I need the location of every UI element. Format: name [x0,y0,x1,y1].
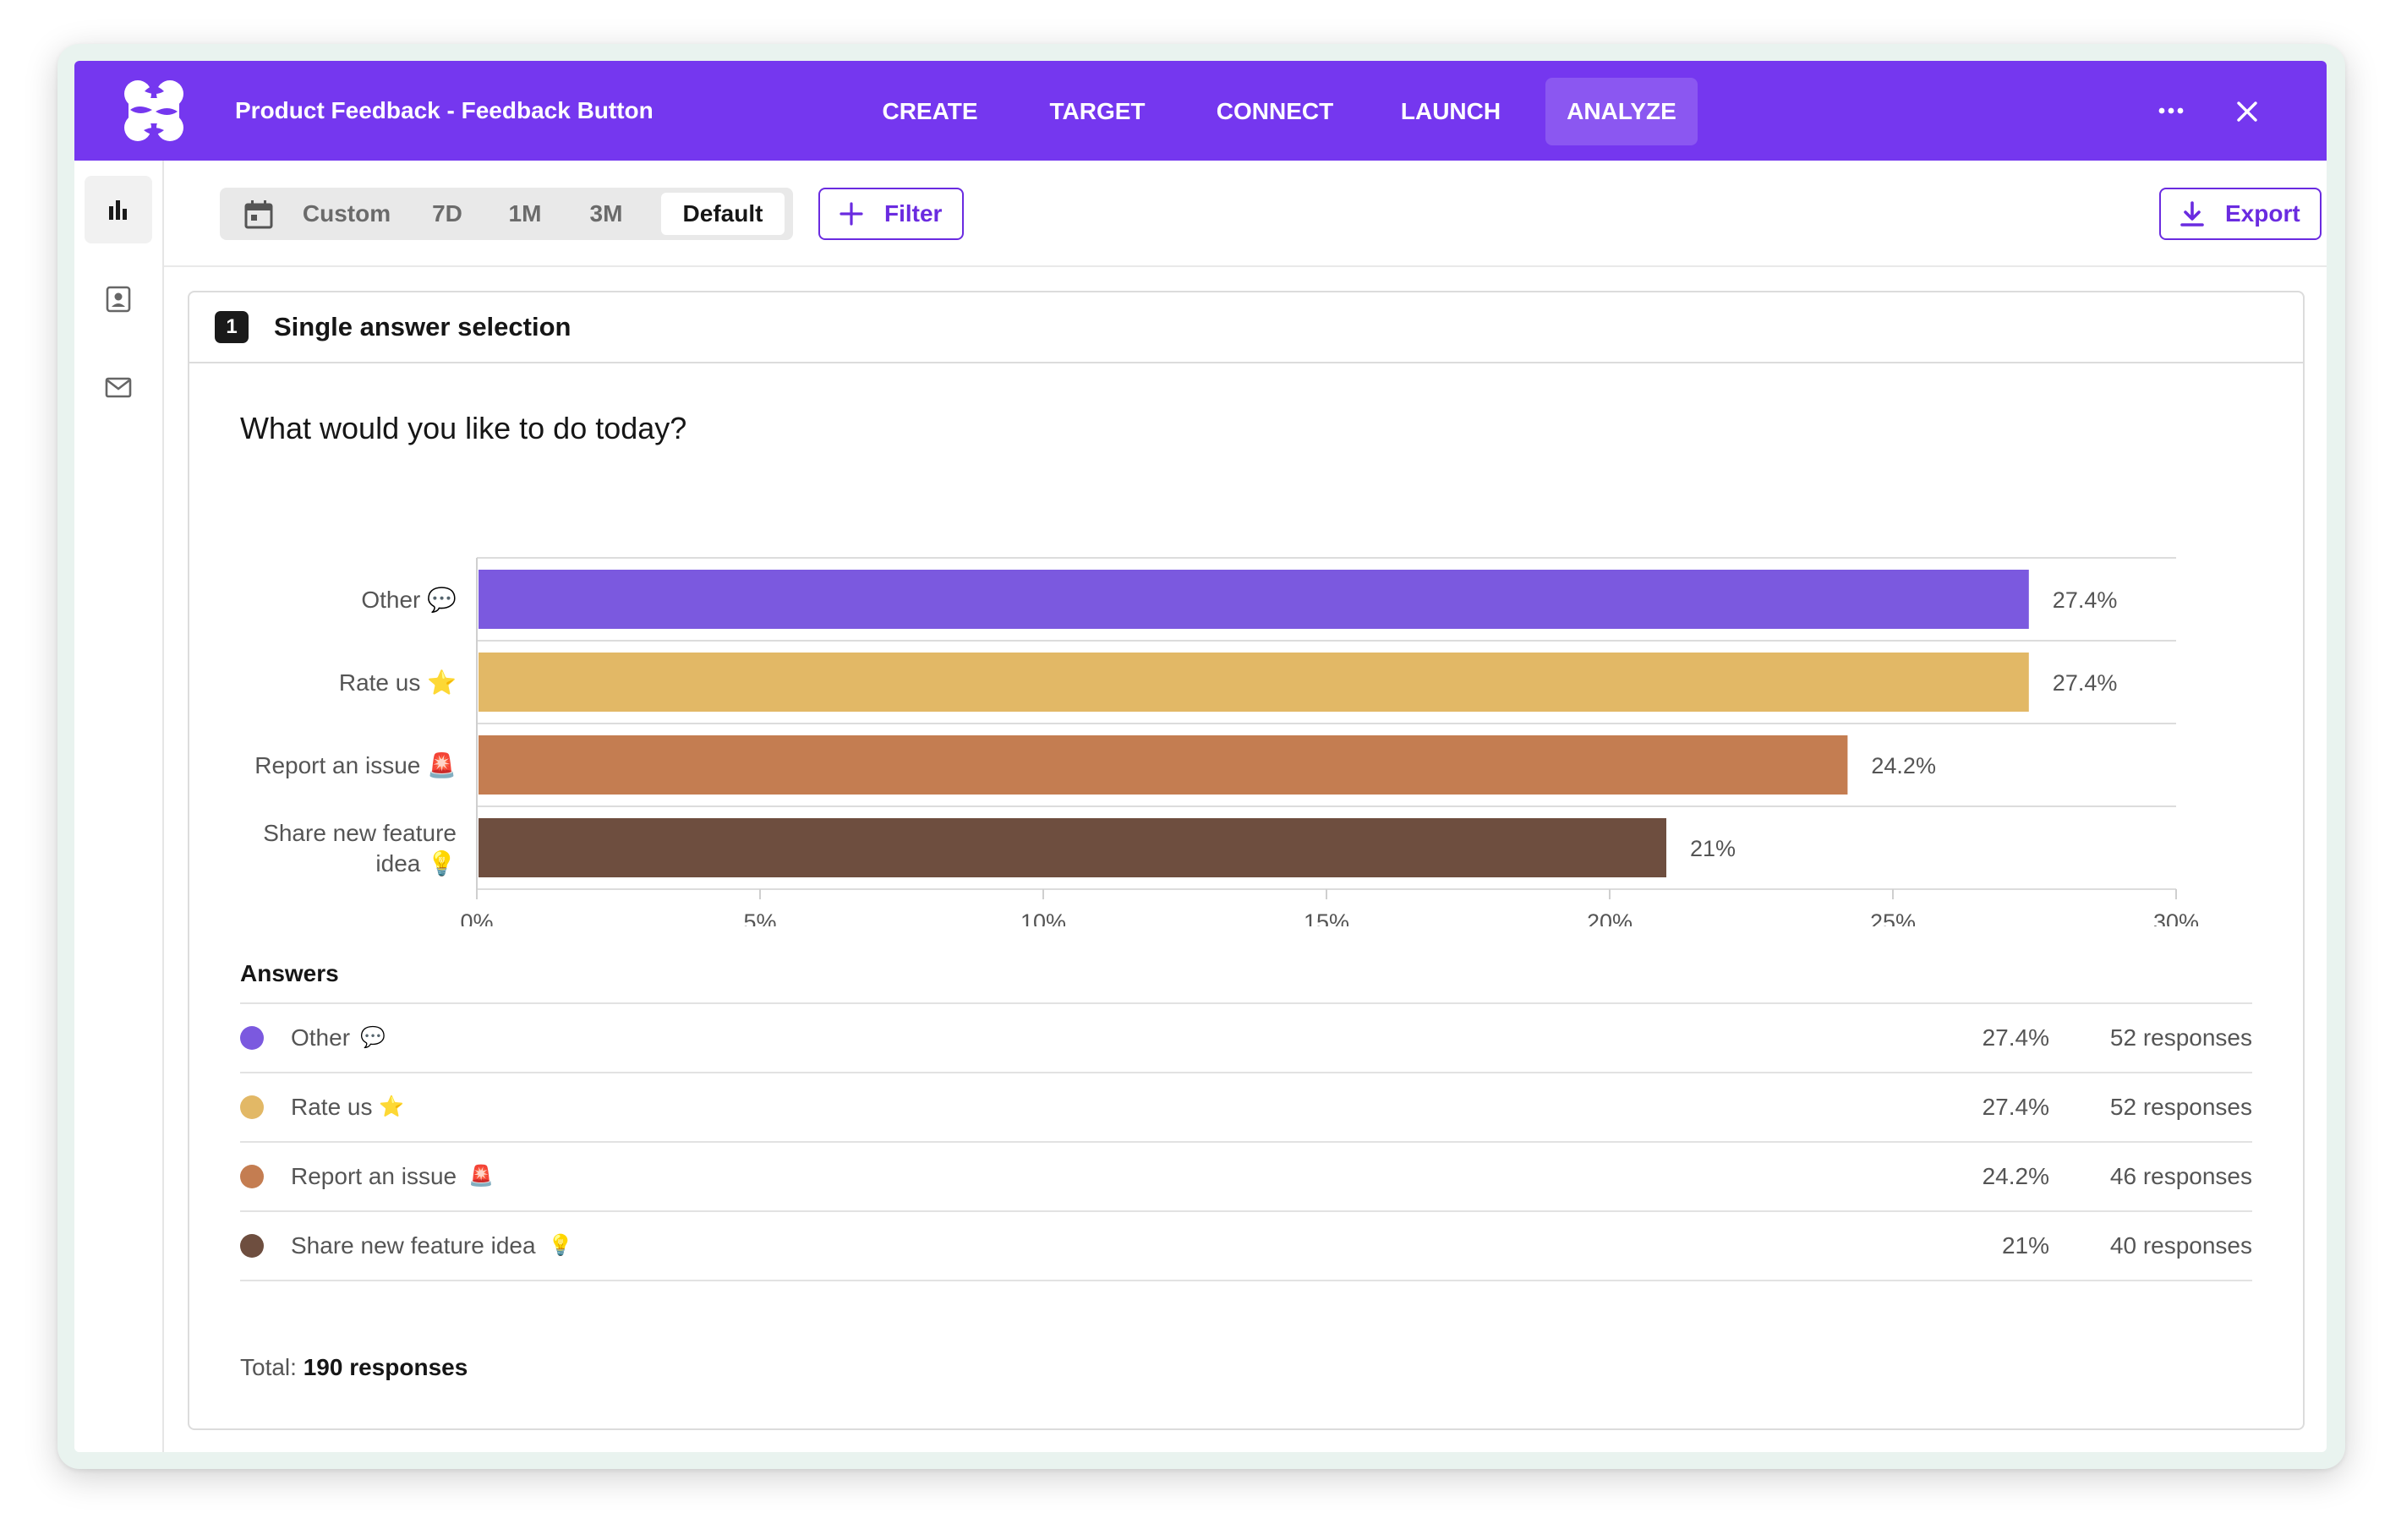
calendar-icon[interactable] [243,199,274,230]
export-label: Export [2225,200,2300,227]
answer-label: Rate us [291,1094,373,1120]
x-tick-label: 10% [1020,909,1066,926]
contact-card-icon [106,286,131,313]
question-card: 1 Single answer selection What would you… [188,291,2305,1430]
bar [479,653,2029,712]
question-header: 1 Single answer selection [189,292,2303,363]
mail-icon [105,377,132,398]
date-range-selector: Custom 7D 1M 3M Default [220,188,793,240]
bar-value-label: 21% [1690,836,1736,861]
x-tick-label: 20% [1587,909,1633,926]
legend-dot [240,1234,264,1258]
answer-row-report-issue: Report an issue 🚨 24.2% 46 responses [240,1141,2252,1210]
legend-dot [240,1095,264,1119]
answers-table: Other 💬 27.4% 52 responses Rate us ⭐ 27.… [240,1002,2252,1281]
sidebar-item-analytics[interactable] [85,176,152,243]
survey-title: Product Feedback - Feedback Button [235,97,654,123]
tab-connect[interactable]: CONNECT [1216,98,1334,124]
tab-launch[interactable]: LAUNCH [1400,98,1501,124]
bar-chart-icon [109,200,127,220]
top-bar: Product Feedback - Feedback Button CREAT… [74,61,2327,161]
range-1m[interactable]: 1M [508,200,542,227]
total-value: 190 responses [303,1354,468,1380]
x-tick-label: 5% [743,909,776,926]
range-default[interactable]: Default [661,193,785,235]
answer-percent: 27.4% [1982,1024,2049,1051]
speech-bubble-icon: 💬 [360,1026,386,1049]
bar-value-label: 27.4% [2053,587,2118,613]
bar [479,735,1848,795]
star-icon: ⭐ [379,1095,404,1118]
answer-responses: 40 responses [2109,1232,2252,1259]
answer-percent: 21% [2001,1232,2049,1259]
answer-row-rate-us: Rate us ⭐ 27.4% 52 responses [240,1072,2252,1141]
question-type: Single answer selection [274,312,572,341]
filter-toolbar: Custom 7D 1M 3M Default Filter Export [164,161,2327,267]
answer-label: Share new feature idea [291,1232,536,1259]
app-window: Product Feedback - Feedback Button CREAT… [74,61,2327,1452]
question-text: What would you like to do today? [240,411,687,445]
bar [479,570,2029,629]
brand-logo-icon [124,80,183,141]
close-icon[interactable] [2230,95,2264,128]
x-tick-label: 0% [460,909,493,926]
range-custom[interactable]: Custom [302,200,391,227]
legend-dot [240,1165,264,1188]
question-number-badge: 1 [215,311,249,343]
answer-row-feature-idea: Share new feature idea 💡 21% 40 response… [240,1210,2252,1281]
tab-analyze[interactable]: ANALYZE [1545,78,1698,145]
category-label: Share new feature idea 💡 [263,820,457,877]
x-tick-label: 30% [2153,909,2199,926]
bar-value-label: 24.2% [1871,753,1936,778]
answer-percent: 27.4% [1982,1094,2049,1120]
range-7d[interactable]: 7D [432,200,462,227]
export-button[interactable]: Export [2159,188,2322,240]
answer-label: Report an issue [291,1163,457,1189]
x-tick-label: 15% [1304,909,1349,926]
total-responses: Total: 190 responses [240,1354,468,1381]
lightbulb-icon: 💡 [548,1234,573,1257]
category-label: Other 💬 [361,586,457,614]
answer-row-other: Other 💬 27.4% 52 responses [240,1002,2252,1072]
tab-create[interactable]: CREATE [882,98,978,124]
filter-label: Filter [884,200,943,227]
sidebar-item-contacts[interactable] [85,265,152,333]
siren-icon: 🚨 [468,1165,494,1188]
legend-dot [240,1026,264,1050]
range-3m[interactable]: 3M [589,200,623,227]
answer-responses: 52 responses [2109,1024,2252,1051]
responses-bar-chart: 0% 5% 10% 15% 20% 25% 30% 27.4% Other 💬 27.4% Rate… [254,557,2199,926]
x-tick-label: 25% [1870,909,1916,926]
bar-value-label: 27.4% [2053,670,2118,696]
sidebar-item-messages[interactable] [85,353,152,421]
download-icon [2180,201,2204,227]
sidebar [74,161,164,1452]
answer-percent: 24.2% [1982,1163,2049,1189]
answer-responses: 52 responses [2109,1094,2252,1120]
answer-label: Other [291,1024,351,1051]
category-label: Rate us ⭐ [339,669,457,696]
plus-icon [840,202,863,226]
filter-button[interactable]: Filter [818,188,964,240]
tab-target[interactable]: TARGET [1049,98,1146,124]
answer-responses: 46 responses [2109,1163,2252,1189]
answers-heading: Answers [240,960,339,986]
category-label: Report an issue 🚨 [254,751,457,779]
total-label: Total: [240,1354,297,1380]
bar [479,818,1666,877]
more-horizontal-icon[interactable] [2154,98,2188,123]
